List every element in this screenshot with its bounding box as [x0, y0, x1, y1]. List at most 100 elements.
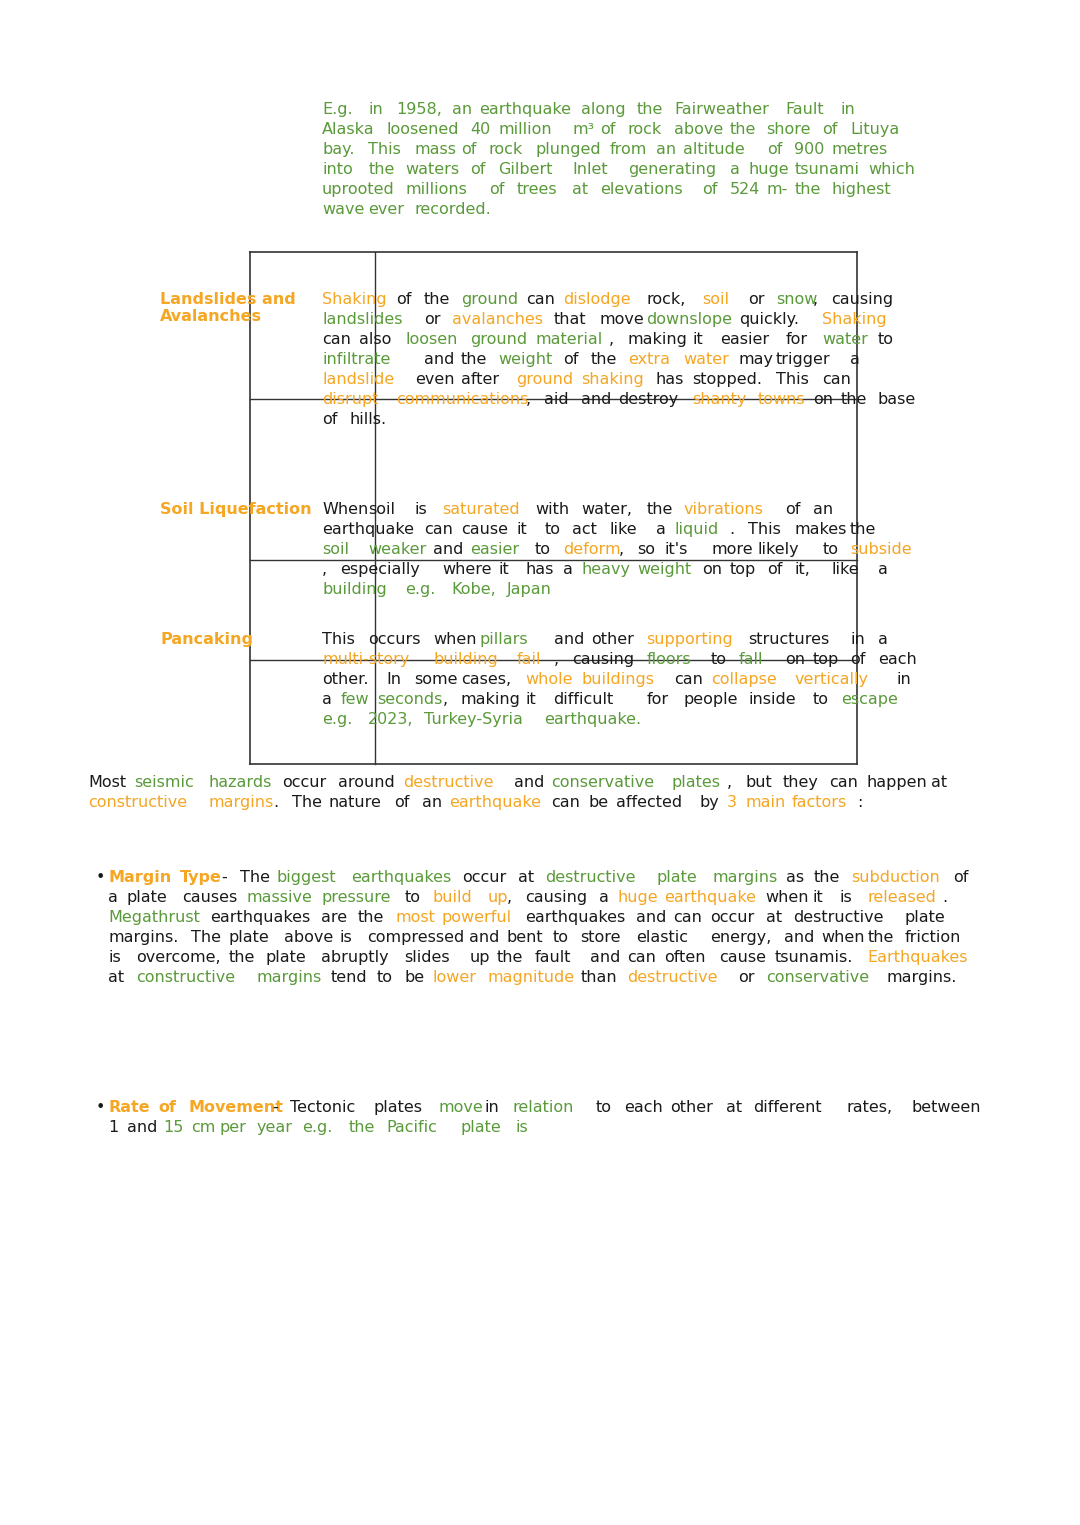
Text: -: -	[221, 869, 227, 884]
Text: shore: shore	[767, 122, 811, 137]
Text: margins.: margins.	[887, 970, 957, 985]
Text: Fault: Fault	[785, 102, 824, 117]
Text: ,: ,	[443, 692, 447, 708]
Text: communications: communications	[396, 392, 528, 407]
Text: be: be	[404, 970, 424, 985]
Text: and: and	[424, 352, 455, 368]
Text: magnitude: magnitude	[488, 970, 575, 985]
Text: generating: generating	[627, 162, 716, 177]
Text: an: an	[813, 502, 833, 517]
Text: margins: margins	[256, 970, 322, 985]
Text: landslide: landslide	[322, 372, 394, 387]
Text: metres: metres	[832, 142, 888, 157]
Text: a: a	[108, 891, 118, 904]
Text: collapse: collapse	[711, 673, 777, 686]
Text: the: the	[730, 122, 756, 137]
Text: in: in	[485, 1100, 500, 1115]
Text: making: making	[461, 692, 521, 708]
Text: The: The	[240, 869, 270, 884]
Text: may: may	[739, 352, 774, 368]
Text: saturated: saturated	[443, 502, 521, 517]
Text: factors: factors	[792, 795, 848, 810]
Text: waters: waters	[405, 162, 459, 177]
Text: per: per	[219, 1119, 246, 1135]
Text: water: water	[822, 332, 868, 348]
Text: earthquake: earthquake	[664, 891, 756, 904]
Text: are: are	[321, 910, 347, 926]
Text: 3: 3	[727, 795, 738, 810]
Text: that: that	[554, 313, 586, 326]
Text: dislodge: dislodge	[563, 291, 631, 307]
Text: Inlet: Inlet	[572, 162, 608, 177]
Text: people: people	[684, 692, 738, 708]
Text: making: making	[627, 332, 688, 348]
Text: Shaking: Shaking	[822, 313, 887, 326]
Text: hazards: hazards	[208, 775, 272, 790]
Text: at: at	[108, 970, 124, 985]
Text: difficult: difficult	[554, 692, 613, 708]
Text: a: a	[322, 692, 332, 708]
Text: .: .	[942, 891, 947, 904]
Text: when: when	[821, 930, 865, 946]
Text: E.g.: E.g.	[322, 102, 353, 117]
Text: often: often	[664, 950, 705, 965]
Text: building: building	[433, 653, 498, 666]
Text: Soil Liquefaction: Soil Liquefaction	[160, 502, 312, 517]
Text: has: has	[656, 372, 684, 387]
Text: fall: fall	[739, 653, 764, 666]
Text: on: on	[785, 653, 806, 666]
Text: at: at	[517, 869, 534, 884]
Text: elevations: elevations	[599, 181, 683, 197]
Text: a: a	[878, 563, 888, 576]
Text: along: along	[581, 102, 626, 117]
Text: and: and	[554, 631, 584, 647]
Text: towns: towns	[757, 392, 805, 407]
Text: destroy: destroy	[619, 392, 678, 407]
Text: margins: margins	[208, 795, 273, 810]
Text: wave: wave	[322, 201, 364, 217]
Text: rock: rock	[489, 142, 523, 157]
Text: inside: inside	[748, 692, 796, 708]
Text: highest: highest	[832, 181, 891, 197]
Text: makes: makes	[795, 522, 847, 537]
Text: Margin: Margin	[108, 869, 172, 884]
Text: of: of	[953, 869, 969, 884]
Text: mass: mass	[415, 142, 457, 157]
Text: quickly.: quickly.	[739, 313, 799, 326]
Text: it: it	[516, 522, 527, 537]
Text: in: in	[896, 673, 912, 686]
Text: the: the	[840, 392, 867, 407]
Text: they: they	[783, 775, 819, 790]
Text: Landslides and
Avalanches: Landslides and Avalanches	[160, 291, 296, 325]
Text: the: the	[461, 352, 487, 368]
Text: Alaska: Alaska	[322, 122, 375, 137]
Text: Kobe,: Kobe,	[451, 583, 497, 596]
Text: a: a	[850, 352, 860, 368]
Text: bay.: bay.	[322, 142, 354, 157]
Text: it,: it,	[795, 563, 810, 576]
Text: has: has	[526, 563, 554, 576]
Text: and: and	[590, 950, 620, 965]
Text: soil: soil	[322, 541, 349, 557]
Text: massive: massive	[247, 891, 313, 904]
Text: the: the	[646, 502, 673, 517]
Text: 1: 1	[108, 1119, 118, 1135]
Text: of: of	[767, 563, 782, 576]
Text: Shaking: Shaking	[322, 291, 387, 307]
Text: rock: rock	[627, 122, 662, 137]
Text: supporting: supporting	[646, 631, 733, 647]
Text: million: million	[498, 122, 552, 137]
Text: it's: it's	[665, 541, 688, 557]
Text: is: is	[840, 891, 852, 904]
Text: huge: huge	[748, 162, 788, 177]
Text: margins: margins	[712, 869, 778, 884]
Text: Japan: Japan	[508, 583, 552, 596]
Text: cause: cause	[719, 950, 767, 965]
Text: it: it	[526, 692, 537, 708]
Text: This: This	[775, 372, 809, 387]
Text: causing: causing	[525, 891, 588, 904]
Text: cm: cm	[191, 1119, 216, 1135]
Text: can: can	[322, 332, 351, 348]
Text: plate: plate	[657, 869, 698, 884]
Text: most: most	[395, 910, 435, 926]
